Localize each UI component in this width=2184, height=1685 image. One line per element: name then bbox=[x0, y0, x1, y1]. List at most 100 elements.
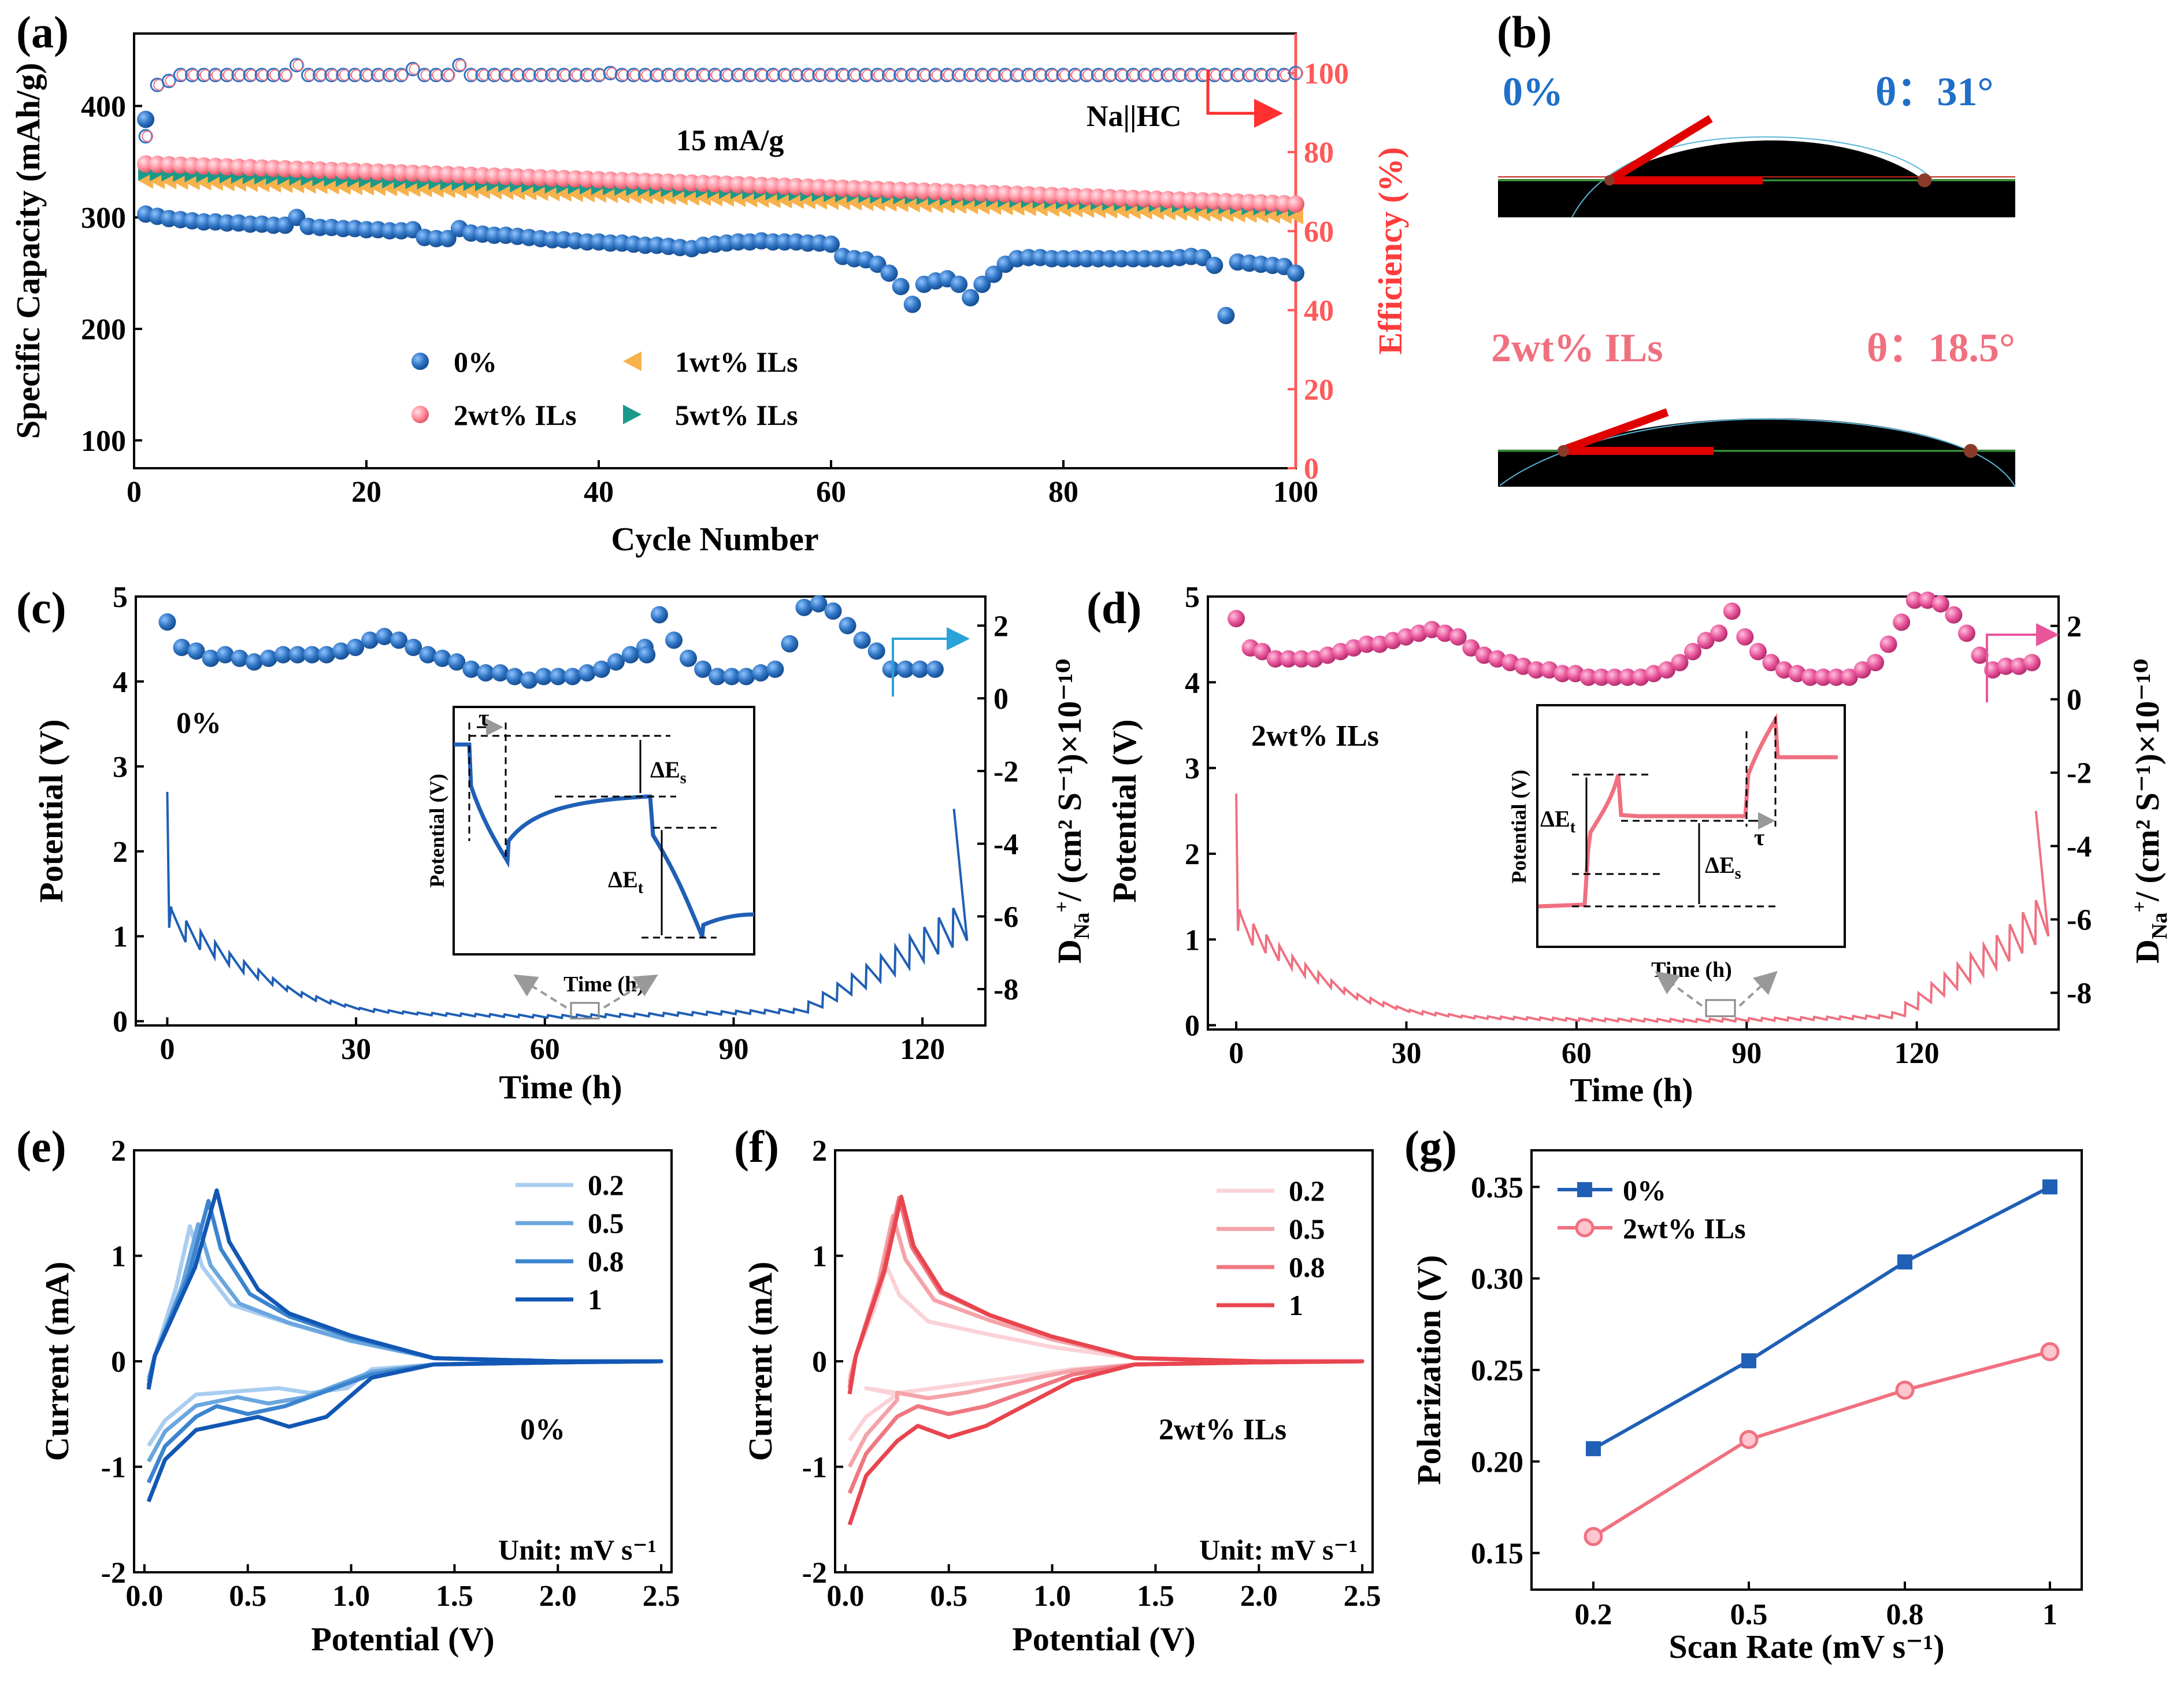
diffusion-point bbox=[752, 664, 770, 682]
efficiency-point-2wt bbox=[455, 59, 467, 71]
panel-c: (c) 0 30 60 90 120 0 1 2 3 4 5 -8 -6 -4 -2 0 2 0% τ ΔEs … bbox=[16, 581, 1094, 1106]
diffusion-point bbox=[1775, 661, 1793, 679]
x-tick-label: 60 bbox=[530, 1033, 560, 1066]
efficiency-point-2wt bbox=[1001, 69, 1013, 81]
point-1wt bbox=[428, 182, 444, 198]
y-tick-label: 200 bbox=[81, 313, 126, 346]
x-tick-label: 1.5 bbox=[1137, 1580, 1174, 1613]
point-1wt bbox=[754, 191, 769, 208]
efficiency-point-2wt bbox=[316, 69, 328, 81]
y2-tick-label: 0 bbox=[993, 683, 1008, 716]
point-1wt bbox=[417, 181, 432, 198]
efficiency-point-2wt bbox=[687, 69, 699, 81]
y-tick-label: 1 bbox=[113, 921, 128, 954]
sample-label-e: 0% bbox=[520, 1413, 565, 1446]
diffusion-point bbox=[650, 606, 668, 624]
efficiency-point-2wt bbox=[176, 69, 188, 81]
point-1wt bbox=[184, 174, 200, 191]
y2-tick-label: -8 bbox=[2067, 977, 2092, 1010]
point-1wt bbox=[974, 198, 990, 215]
diffusion-point bbox=[1292, 650, 1310, 668]
point-1wt bbox=[231, 175, 246, 192]
diffusion-point bbox=[1997, 657, 2015, 675]
x-axis-label-d: Time (h) bbox=[1570, 1071, 1693, 1109]
point-1wt bbox=[440, 182, 455, 198]
legend-marker-5wt bbox=[623, 405, 642, 424]
diffusion-point bbox=[1553, 665, 1571, 683]
point-1wt bbox=[986, 199, 1002, 216]
diffusion-point bbox=[1827, 668, 1845, 686]
diffusion-point bbox=[433, 649, 451, 667]
diffusion-point bbox=[1879, 635, 1897, 653]
point-0pct bbox=[962, 288, 980, 306]
efficiency-point-2wt bbox=[734, 69, 746, 81]
x-tick-label: 0.2 bbox=[1575, 1598, 1612, 1631]
diffusion-point bbox=[621, 646, 639, 664]
line-2wt bbox=[1592, 1350, 2050, 1538]
point-1wt bbox=[1207, 205, 1222, 222]
substrate-bottom bbox=[1498, 450, 2015, 487]
diffusion-point bbox=[491, 664, 509, 682]
diffusion-point bbox=[361, 631, 379, 649]
diffusion-point bbox=[1514, 657, 1532, 675]
point-1wt bbox=[998, 199, 1013, 216]
point-1wt bbox=[742, 191, 758, 208]
panel-b: (b) 0% θ：31° 2wt% ILs θ：18.5° bbox=[1491, 7, 2016, 487]
x-tick-label: 60 bbox=[1562, 1037, 1592, 1070]
point-1wt bbox=[289, 177, 305, 194]
point-1wt bbox=[1184, 205, 1199, 221]
legend-label: 0.8 bbox=[1289, 1251, 1325, 1283]
legend-label: 0.8 bbox=[588, 1245, 624, 1277]
point-1wt bbox=[1241, 206, 1257, 223]
x-tick-label: 30 bbox=[1391, 1037, 1421, 1070]
efficiency-point-2wt bbox=[1047, 69, 1059, 81]
y-tick-label: 4 bbox=[113, 666, 128, 699]
diffusion-point bbox=[1449, 628, 1467, 646]
diffusion-point bbox=[1475, 646, 1493, 664]
efficiency-point-2wt bbox=[1152, 69, 1164, 81]
point-1wt bbox=[254, 176, 270, 192]
x-tick-label: 2.5 bbox=[1344, 1580, 1381, 1613]
diffusion-point bbox=[1919, 591, 1937, 609]
x-axis-label-c: Time (h) bbox=[499, 1068, 622, 1106]
contact-point-left-top bbox=[1604, 175, 1615, 186]
x-tick-label: 0 bbox=[127, 476, 142, 509]
point-1wt bbox=[661, 188, 676, 205]
point-1wt bbox=[649, 188, 665, 205]
efficiency-point-2wt bbox=[862, 69, 874, 81]
diffusion-point bbox=[1984, 661, 2002, 679]
point-1wt bbox=[196, 174, 212, 191]
diffusion-point bbox=[896, 660, 914, 678]
unit-label-e: Unit: mV s⁻¹ bbox=[498, 1534, 657, 1566]
inset-guides-d bbox=[1572, 717, 1780, 908]
efficiency-point-2wt bbox=[629, 69, 642, 81]
efficiency-point-2wt bbox=[595, 69, 606, 81]
point-1wt bbox=[1091, 202, 1106, 219]
efficiency-point-2wt bbox=[873, 69, 885, 81]
x-axis-label-g: Scan Rate (mV s⁻¹) bbox=[1668, 1628, 1944, 1665]
x-tick-label: 1.0 bbox=[332, 1580, 370, 1613]
y-tick-label: 5 bbox=[113, 581, 128, 614]
legend-marker-0pct-g bbox=[1577, 1182, 1592, 1197]
efficiency-point-2wt bbox=[583, 69, 595, 81]
efficiency-point-2wt bbox=[374, 69, 386, 81]
diffusion-point bbox=[202, 649, 220, 667]
efficiency-point-2wt bbox=[188, 69, 200, 81]
diffusion-point bbox=[1723, 602, 1741, 620]
efficiency-point-2wt bbox=[908, 69, 920, 81]
point-1wt bbox=[277, 177, 293, 194]
point-0pct bbox=[892, 277, 910, 295]
point-1wt bbox=[359, 179, 374, 196]
efficiency-point-2wt bbox=[931, 69, 943, 81]
diffusion-point bbox=[1332, 643, 1349, 661]
panel-label-f: (f) bbox=[734, 1121, 779, 1172]
efficiency-point-2wt bbox=[711, 69, 722, 81]
legend-1wt: 1wt% ILs bbox=[675, 346, 798, 378]
point-1wt bbox=[243, 176, 258, 192]
diffusion-point bbox=[1397, 628, 1415, 646]
y-tick-label: 400 bbox=[81, 90, 126, 123]
inset-ylabel-c: Potential (V) bbox=[425, 774, 448, 888]
rate-annotation: 15 mA/g bbox=[676, 124, 784, 157]
efficiency-point-2wt bbox=[420, 69, 432, 81]
y2-tick-label: 0 bbox=[2067, 684, 2082, 717]
